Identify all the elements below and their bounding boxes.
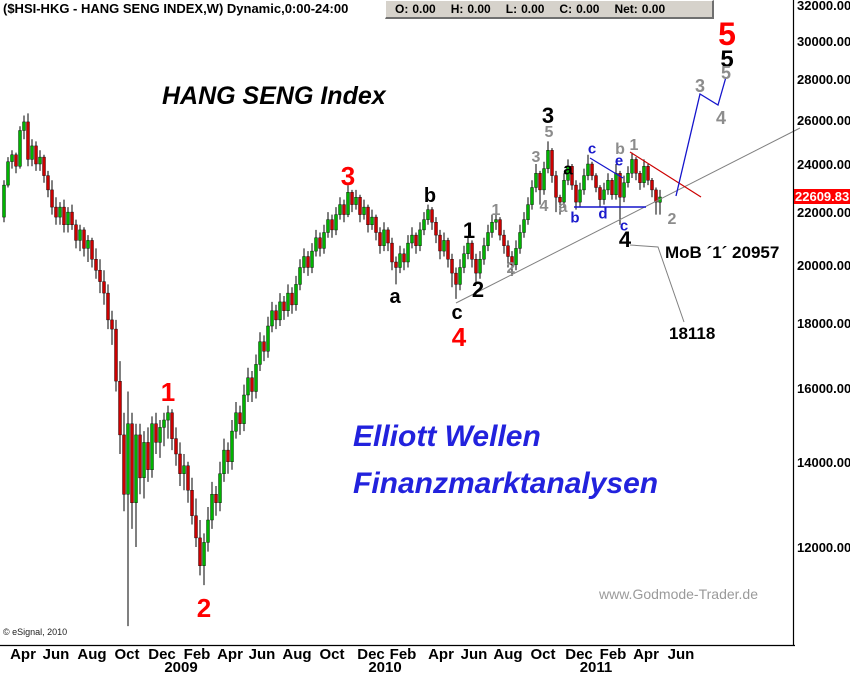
elliott-wave-label-blue-c: c — [619, 217, 629, 235]
elliott-wave-label-black-1: 1 — [462, 218, 476, 243]
esignal-copyright: © eSignal, 2010 — [3, 627, 68, 637]
price-axis-label: 20000.00 — [797, 258, 850, 273]
mob-annotation: MoB ´1´ 20957 — [665, 243, 780, 262]
ohlc-close: C: 0.00 — [559, 2, 600, 16]
time-axis-month-label: Jun — [667, 646, 695, 663]
branding-line1: Elliott Wellen — [353, 420, 541, 453]
time-axis-year-label: 2009 — [164, 659, 198, 676]
price-axis-label: 14000.00 — [797, 455, 850, 470]
elliott-wave-label-gray-4: 4 — [715, 108, 727, 128]
ohlc-display: O: 0.00 H: 0.00 L: 0.00 C: 0.00 Net: 0.00 — [385, 0, 714, 19]
branding-line2: Finanzmarktanalysen — [353, 467, 659, 500]
elliott-wave-label-gray-1: 1 — [491, 202, 501, 219]
time-axis-month-label: Apr — [428, 646, 454, 663]
elliott-wave-label-red-2: 2 — [196, 593, 212, 623]
elliott-wave-label-black-a: a — [563, 159, 573, 179]
price-axis-label: 26000.00 — [797, 113, 850, 128]
time-axis-month-label: Aug — [493, 646, 523, 663]
instrument-title: ($HSI-HKG - HANG SENG INDEX,W) Dynamic,0… — [3, 1, 349, 16]
time-axis-month-label: Apr — [217, 646, 243, 663]
price-axis-label: 22000.00 — [797, 205, 850, 220]
ohlc-low: L: 0.00 — [505, 2, 545, 16]
time-axis-month-label: Oct — [319, 646, 345, 663]
elliott-wave-label-black-c: c — [451, 302, 463, 324]
time-axis-month-label: Oct — [530, 646, 556, 663]
time-axis-month-label: Dec — [357, 646, 385, 663]
target-annotation: 18118 — [669, 324, 716, 343]
time-axis-month-label: Oct — [114, 646, 140, 663]
elliott-wave-label-blue-b: b — [570, 209, 580, 227]
elliott-wave-label-gray-2: 2 — [667, 211, 677, 228]
time-axis-month-label: Dec — [565, 646, 593, 663]
elliott-wave-label-red-5: 5 — [718, 16, 736, 52]
ohlc-open: O: 0.00 — [395, 2, 436, 16]
chart-title: HANG SENG Index — [162, 82, 386, 110]
elliott-wave-label-gray-1: 1 — [629, 137, 639, 154]
ohlc-high: H: 0.00 — [450, 2, 491, 16]
elliott-wave-label-black-b: b — [423, 185, 437, 207]
elliott-wave-label-gray-3: 3 — [694, 76, 706, 96]
time-axis-month-label: Apr — [10, 646, 36, 663]
time-axis-year-label: 2010 — [368, 659, 402, 676]
price-axis-label: 16000.00 — [797, 381, 850, 396]
time-axis-month-label: Aug — [282, 646, 312, 663]
time-axis-month-label: Feb — [599, 646, 627, 663]
elliott-wave-label-blue-c: c — [587, 140, 597, 158]
elliott-wave-label-gray-4: 4 — [539, 198, 549, 215]
elliott-wave-label-gray-5: 5 — [544, 124, 554, 141]
branding-text: Elliott Wellen Finanzmarktanalysen — [353, 413, 658, 507]
watermark: www.Godmode-Trader.de — [599, 586, 758, 602]
elliott-wave-label-black-a: a — [389, 286, 401, 308]
elliott-wave-label-black-4: 4 — [618, 227, 632, 252]
ohlc-net: Net: 0.00 — [614, 2, 666, 16]
elliott-wave-label-gray-2: 2 — [506, 260, 516, 277]
elliott-wave-label-black-5: 5 — [720, 46, 734, 73]
time-axis-month-label: Jun — [460, 646, 488, 663]
elliott-wave-label-gray-5: 5 — [720, 63, 732, 83]
elliott-wave-label-red-3: 3 — [340, 161, 356, 191]
price-axis-label: 12000.00 — [797, 540, 850, 555]
elliott-wave-label-gray-a: a — [558, 199, 568, 216]
price-axis-label: 18000.00 — [797, 316, 850, 331]
elliott-wave-label-blue-e: e — [614, 152, 624, 170]
elliott-wave-label-red-4: 4 — [451, 322, 467, 352]
price-axis-label: 30000.00 — [797, 34, 850, 49]
time-axis-year-label: 2011 — [579, 659, 613, 676]
elliott-wave-label-black-3: 3 — [541, 103, 555, 128]
time-axis-month-label: Apr — [633, 646, 659, 663]
time-axis-month-label: Jun — [42, 646, 70, 663]
time-axis-month-label: Dec — [148, 646, 176, 663]
time-axis-month-label: Aug — [77, 646, 107, 663]
time-axis-month-label: Feb — [183, 646, 211, 663]
elliott-wave-label-red-1: 1 — [160, 377, 176, 407]
price-axis-label: 32000.00 — [797, 0, 850, 13]
elliott-wave-label-gray-b: b — [615, 141, 625, 158]
elliott-wave-label-black-2: 2 — [471, 277, 485, 302]
last-price-tag: 22609.83 — [794, 189, 850, 204]
elliott-wave-label-gray-3: 3 — [531, 149, 541, 166]
time-axis-month-label: Jun — [248, 646, 276, 663]
price-axis-label: 24000.00 — [797, 157, 850, 172]
elliott-wave-label-blue-d: d — [598, 205, 608, 223]
price-axis-label: 28000.00 — [797, 72, 850, 87]
time-axis-month-label: Feb — [389, 646, 417, 663]
